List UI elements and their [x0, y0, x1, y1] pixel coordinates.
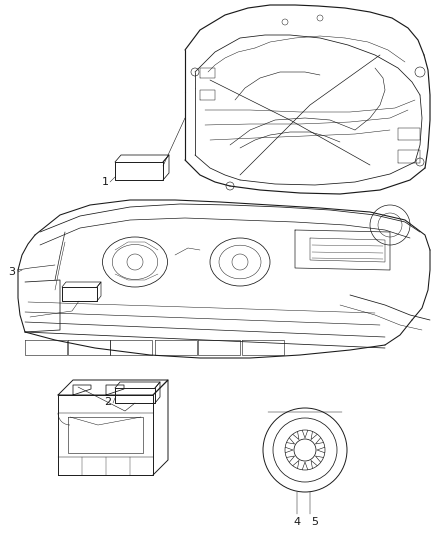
Text: 3: 3 — [8, 267, 15, 277]
Text: 4: 4 — [293, 517, 300, 527]
Text: 1: 1 — [102, 177, 109, 187]
Text: 2: 2 — [104, 397, 112, 407]
Text: 5: 5 — [311, 517, 318, 527]
